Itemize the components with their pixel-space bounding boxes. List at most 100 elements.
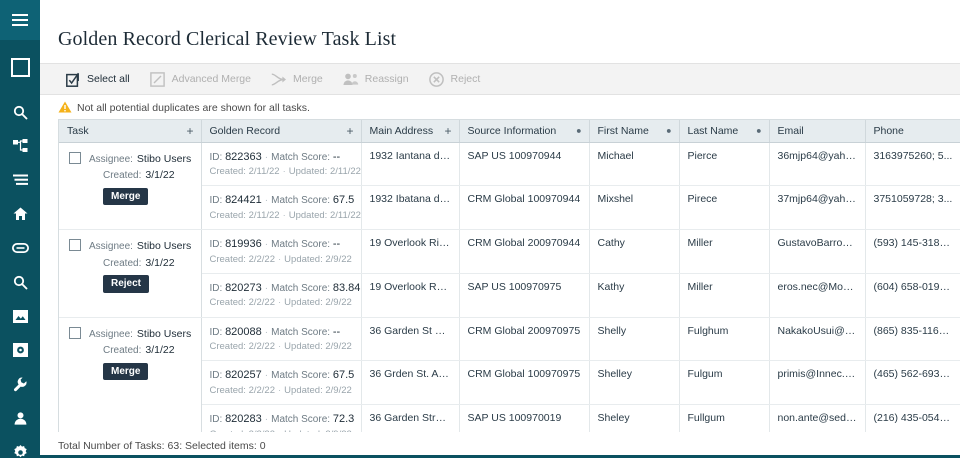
golden-record-cell: ID: 820273 · Match Score: 83.84 Created: 2/…: [201, 273, 362, 318]
task-action-badge[interactable]: Reject: [103, 275, 150, 293]
phone-cell: 3163975260; 5...: [865, 142, 960, 187]
merge-button[interactable]: Merge: [262, 68, 332, 90]
row-created-label: Created:: [209, 166, 246, 177]
match-score-value: 83.84: [332, 281, 361, 294]
task-action-badge[interactable]: Merge: [103, 187, 149, 205]
sidebar-item-user[interactable]: [0, 401, 40, 435]
column-header-email[interactable]: Email: [769, 120, 866, 143]
phone-cell: 3751059728; 3...: [865, 185, 960, 230]
last-name-cell: Fulghum: [679, 317, 770, 362]
first-name-cell: Shelly: [589, 317, 680, 362]
column-header-source-information[interactable]: Source Information ●: [459, 120, 590, 143]
column-header-label: Last Name: [687, 124, 739, 137]
sidebar-item-list[interactable]: [0, 163, 40, 197]
sidebar-item-link[interactable]: [0, 231, 40, 265]
task-checkbox[interactable]: [69, 326, 81, 339]
record-id: 824421: [225, 194, 262, 207]
column-header-task[interactable]: Task +: [59, 120, 202, 143]
gear-square-icon: [12, 343, 28, 357]
column-expand-icon[interactable]: +: [186, 123, 194, 138]
column-menu-icon[interactable]: ●: [756, 125, 762, 136]
golden-record-cell: ID: 822363 · Match Score: -- Created: 2/11/…: [201, 142, 362, 187]
main-address-cell: 1932 Iantana dr...: [361, 142, 460, 187]
sidebar-section-nav: [0, 95, 40, 401]
table-row[interactable]: ID: 824421 · Match Score: 67.5 Created: 2/1…: [59, 185, 960, 230]
email-cell: eros.nec@Morbi...: [769, 273, 866, 318]
table-row[interactable]: ID: 820257 · Match Score: 67.5 Created: 2/2…: [59, 360, 960, 405]
column-expand-icon[interactable]: +: [444, 123, 452, 138]
table-row[interactable]: Assignee: Stibo Users Created: 3/1/22 Reject…: [59, 229, 960, 318]
updated-value: 2/9/22: [325, 341, 352, 352]
warning-message: Not all potential duplicates are shown f…: [40, 97, 960, 119]
phone-cell: (865) 835-1162;...: [865, 317, 960, 362]
row-created-value: 2/11/22: [248, 166, 280, 177]
task-checkbox[interactable]: [69, 239, 81, 251]
user-icon: [14, 411, 27, 425]
id-label: ID:: [209, 282, 223, 294]
record-id: 820273: [225, 281, 262, 294]
merge-label: Merge: [293, 73, 323, 85]
reassign-button[interactable]: Reassign: [334, 68, 418, 90]
column-menu-icon[interactable]: ●: [576, 125, 582, 136]
advanced-merge-button[interactable]: Advanced Merge: [141, 68, 260, 90]
advanced-merge-label: Advanced Merge: [171, 73, 251, 85]
sidebar-item-hierarchy[interactable]: [0, 129, 40, 163]
column-expand-icon[interactable]: +: [346, 123, 354, 138]
table-row[interactable]: Assignee: Stibo Users Created: 3/1/22 Merge I…: [59, 317, 960, 432]
email-cell: primis@Innec.co...: [769, 360, 866, 405]
match-score-label: Match Score:: [271, 151, 331, 163]
sidebar-item-preferences[interactable]: [0, 435, 40, 458]
sidebar-item-tools[interactable]: [0, 367, 40, 401]
last-name-cell: Miller: [679, 273, 770, 318]
row-created-label: Created:: [210, 429, 246, 433]
table-row[interactable]: ID: 820273 · Match Score: 83.84 Created: 2/…: [59, 273, 960, 318]
updated-value: 2/9/22: [325, 253, 352, 265]
created-label: Created:: [103, 257, 142, 269]
separator: ·: [264, 414, 269, 425]
column-header-last-name[interactable]: Last Name ●: [679, 120, 770, 143]
task-action-badge[interactable]: Merge: [103, 362, 149, 380]
updated-label: Updated:: [284, 253, 323, 265]
column-menu-icon[interactable]: ●: [666, 125, 672, 136]
sidebar-item-search[interactable]: [0, 95, 40, 129]
sidebar-item-workspace[interactable]: [0, 40, 40, 95]
column-header-main-address[interactable]: Main Address +: [361, 120, 460, 143]
match-score-value: --: [332, 150, 341, 163]
updated-label: Updated:: [284, 429, 323, 433]
column-header-phone[interactable]: Phone: [865, 120, 960, 143]
source-information-cell: CRM Global 100970944: [459, 185, 590, 230]
column-header-first-name[interactable]: First Name ●: [589, 120, 680, 143]
reject-button[interactable]: Reject: [420, 68, 490, 90]
phone-cell: (604) 658-0190;...: [865, 273, 960, 318]
sidebar-item-hamburger-menu[interactable]: [0, 0, 40, 40]
assignee-label: Assignee:: [89, 328, 133, 340]
select-all-button[interactable]: Select all: [56, 68, 139, 90]
first-name-cell: Mixshel: [589, 185, 680, 230]
email-cell: non.ante@seddi...: [769, 404, 866, 432]
edit-square-icon: [150, 71, 166, 87]
created-label: Created:: [103, 345, 142, 356]
updated-value: 2/9/22: [325, 429, 351, 433]
column-header-label: Source Information: [467, 124, 557, 137]
separator: ·: [264, 370, 269, 382]
match-score-value: 67.5: [332, 369, 355, 382]
table-row[interactable]: Assignee: Stibo Users Created: 3/1/22 Merge I…: [59, 142, 960, 230]
separator: ·: [264, 239, 269, 250]
column-header-golden-record[interactable]: Golden Record +: [201, 120, 362, 143]
separator: ·: [264, 151, 269, 163]
updated-value: 2/11/22: [329, 209, 361, 221]
sidebar-item-settings-square[interactable]: [0, 333, 40, 367]
created-value: 3/1/22: [145, 256, 175, 269]
sidebar-item-assets[interactable]: [0, 299, 40, 333]
id-label: ID:: [209, 370, 223, 382]
source-information-cell: CRM Global 200970944: [459, 229, 590, 274]
record-id: 822363: [225, 150, 262, 163]
separator: ·: [275, 429, 284, 433]
id-label: ID:: [209, 195, 223, 207]
task-checkbox[interactable]: [69, 151, 81, 164]
first-name-cell: Sheley: [589, 404, 680, 432]
sidebar-item-find[interactable]: [0, 265, 40, 299]
main-content: Golden Record Clerical Review Task List …: [40, 0, 960, 458]
table-row[interactable]: ID: 820283·Match Score: 72.3Created: 2/2…: [59, 404, 960, 433]
sidebar-item-home[interactable]: [0, 197, 40, 231]
